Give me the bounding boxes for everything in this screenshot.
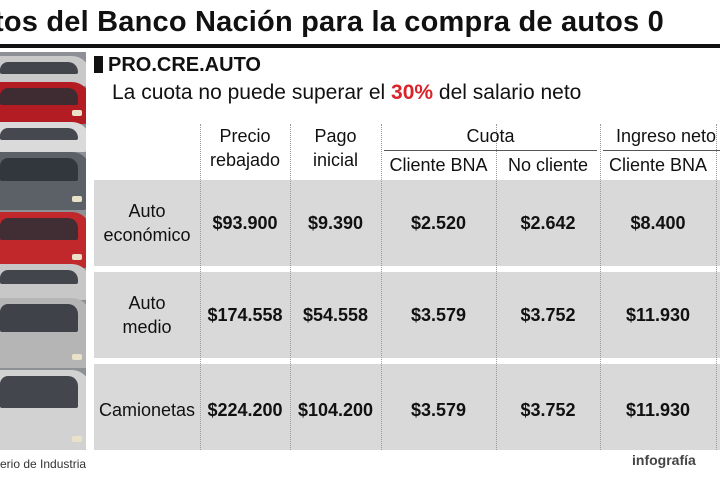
header-ingreso-underline	[603, 150, 720, 151]
row-label-camionetas: Camionetas	[98, 400, 196, 420]
cell-cuota-no-cliente: $3.752	[520, 400, 576, 420]
subtitle-text-end: del salario neto	[433, 81, 582, 104]
cell-precio: $174.558	[207, 305, 283, 325]
cell-ingreso: $11.930	[625, 400, 691, 420]
row-band-3	[94, 364, 720, 450]
cell-ingreso: $8.400	[630, 213, 686, 233]
cell-pago: $54.558	[302, 305, 369, 325]
header-cuota-no-cliente: No cliente	[507, 155, 589, 175]
source-note: erio de Industria	[0, 457, 87, 471]
column-divider	[200, 124, 201, 450]
row-label-line: económico	[103, 225, 191, 245]
row-label-auto-economico: Auto económico	[94, 199, 200, 247]
page-title: tos del Banco Nación para la compra de a…	[0, 6, 664, 38]
header-precio-line1: Precio	[219, 126, 271, 146]
column-divider	[290, 124, 291, 450]
cell-precio: $224.200	[207, 400, 283, 420]
header-cuota-underline	[384, 150, 597, 151]
column-divider	[716, 124, 717, 450]
cell-ingreso: $11.930	[625, 305, 691, 325]
header-ingreso: Ingreso neto	[616, 126, 717, 146]
infographic-credit: infografía	[632, 452, 696, 468]
cell-cuota-bna: $3.579	[410, 400, 467, 420]
row-band-2	[94, 272, 720, 358]
cars-photo	[0, 52, 86, 450]
column-divider	[496, 124, 497, 450]
header-cuota: Cuota	[466, 126, 515, 146]
title-rule	[0, 44, 720, 48]
cell-cuota-no-cliente: $3.752	[520, 305, 576, 325]
cell-precio: $93.900	[212, 213, 278, 233]
header-pago-line2: inicial	[312, 150, 359, 170]
section-heading: PRO.CRE.AUTO	[94, 53, 261, 77]
header-pago: Pago inicial	[290, 124, 381, 172]
header-pago-line1: Pago	[314, 126, 357, 146]
program-name: PRO.CRE.AUTO	[108, 54, 261, 76]
header-precio: Precio rebajado	[200, 124, 290, 172]
row-label-auto-medio: Auto medio	[94, 291, 200, 339]
column-divider	[600, 124, 601, 450]
cell-pago: $9.390	[307, 213, 364, 233]
subtitle-text: La cuota no puede superar el	[112, 81, 392, 104]
cell-pago: $104.200	[297, 400, 374, 420]
header-ingreso-bna: Cliente BNA	[608, 155, 708, 175]
row-label-line: Auto	[128, 201, 166, 221]
section-marker	[94, 56, 103, 73]
row-band-1	[94, 180, 720, 266]
row-label-line: Auto	[128, 293, 166, 313]
subtitle: La cuota no puede superar el 30% del sal…	[112, 80, 581, 106]
header-cuota-bna: Cliente BNA	[389, 155, 488, 175]
cell-cuota-bna: $3.579	[410, 305, 467, 325]
subtitle-percent: 30%	[391, 81, 434, 104]
row-label-line: medio	[122, 317, 172, 337]
cell-cuota-no-cliente: $2.642	[520, 213, 576, 233]
header-precio-line2: rebajado	[209, 150, 281, 170]
column-divider	[381, 124, 382, 450]
cell-cuota-bna: $2.520	[410, 213, 467, 233]
